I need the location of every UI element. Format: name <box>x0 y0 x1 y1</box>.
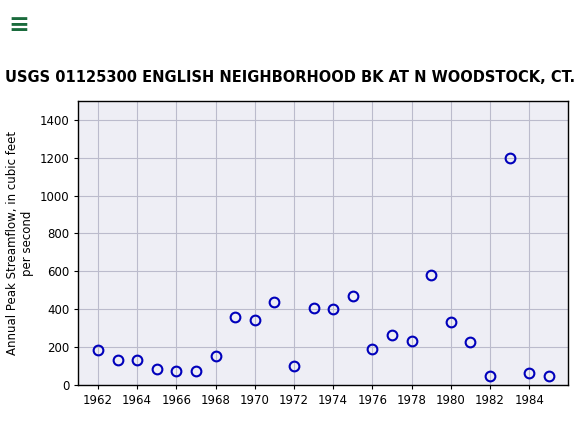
Bar <box>6 5 64 46</box>
Y-axis label: Annual Peak Streamflow, in cubic feet
per second: Annual Peak Streamflow, in cubic feet pe… <box>6 131 34 355</box>
Text: ≡: ≡ <box>9 13 30 37</box>
Text: USGS 01125300 ENGLISH NEIGHBORHOOD BK AT N WOODSTOCK, CT.: USGS 01125300 ENGLISH NEIGHBORHOOD BK AT… <box>5 70 575 85</box>
Text: USGS: USGS <box>75 16 139 36</box>
